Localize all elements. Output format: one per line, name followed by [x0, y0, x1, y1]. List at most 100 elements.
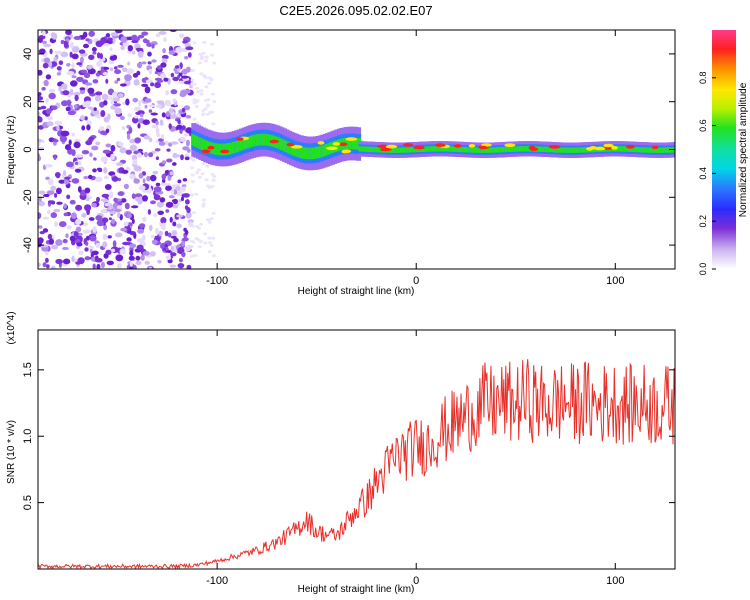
heatmap-cell	[95, 72, 101, 77]
heatmap-cell	[163, 37, 167, 43]
heatmap-cell	[51, 32, 58, 40]
heatmap-cell	[117, 93, 124, 98]
heatmap-cell	[209, 244, 214, 247]
heatmap-cell	[80, 69, 88, 74]
heatmap-cell	[162, 48, 166, 54]
heatmap-cell	[183, 133, 189, 137]
heatmap-cell	[162, 160, 167, 165]
heatmap-cell	[113, 197, 118, 203]
heatmap-cell	[56, 66, 62, 71]
heatmap-cell	[184, 56, 189, 60]
heatmap-cell	[44, 250, 49, 256]
heatmap-cell	[184, 156, 190, 161]
heatmap-cell	[138, 223, 146, 229]
heatmap-cell	[151, 59, 157, 63]
heatmap-cell	[201, 204, 206, 208]
heatmap-cell	[157, 259, 162, 264]
heatmap-cell	[161, 58, 168, 64]
heatmap-cell	[181, 184, 187, 188]
heatmap-cell	[200, 172, 205, 176]
heatmap-cell	[86, 192, 90, 198]
heatmap-cell	[210, 173, 215, 177]
heatmap-cell	[191, 240, 196, 244]
heatmap-cell	[132, 73, 139, 78]
heatmap-cell	[131, 205, 139, 209]
heatmap-cell	[168, 50, 175, 55]
heatmap-cell	[192, 41, 197, 45]
heatmap-cell	[106, 260, 115, 266]
heatmap-cell	[123, 183, 129, 190]
heatmap-cell	[152, 170, 159, 175]
heatmap-cell	[84, 247, 89, 252]
heatmap-cell	[81, 150, 90, 155]
heatmap-cell	[149, 251, 156, 257]
heatmap-cell	[205, 103, 210, 107]
heatmap-cell	[190, 180, 195, 184]
heatmap-cell	[122, 67, 128, 73]
heatmap-cell	[209, 42, 214, 46]
heatmap-cell	[63, 203, 67, 209]
y-tick-label: 0	[22, 146, 34, 152]
heatmap-cell	[141, 83, 149, 87]
heatmap-cell	[207, 220, 212, 224]
heatmap-cell	[377, 144, 390, 149]
heatmap-cell	[182, 40, 188, 44]
heatmap-cell	[105, 33, 111, 38]
heatmap-cell	[74, 94, 79, 102]
heatmap-cell	[166, 158, 173, 163]
heatmap-cell	[47, 116, 53, 121]
heatmap-cell	[198, 52, 203, 56]
heatmap-cell	[172, 198, 178, 205]
heatmap-cell	[119, 115, 125, 121]
heatmap-cell	[88, 30, 95, 37]
heatmap-cell	[210, 92, 215, 96]
heatmap-cell	[164, 101, 172, 106]
heatmap-cell	[116, 211, 121, 218]
heatmap-cell	[183, 105, 191, 111]
heatmap-cell	[71, 132, 75, 137]
heatmap-cell	[88, 136, 95, 141]
heatmap-cell	[38, 116, 43, 123]
heatmap-cell	[164, 140, 170, 146]
heatmap-cell	[144, 86, 151, 94]
heatmap-cell	[190, 69, 195, 73]
heatmap-cell	[107, 37, 113, 42]
heatmap-cell	[103, 43, 110, 47]
heatmap-cell	[342, 149, 352, 154]
heatmap-cell	[144, 260, 150, 265]
heatmap-cell	[183, 227, 187, 232]
heatmap-cell	[135, 111, 142, 116]
heatmap-cell	[138, 185, 146, 191]
heatmap-cell	[120, 45, 125, 51]
heatmap-cell	[176, 124, 183, 130]
heatmap-cell	[131, 193, 136, 200]
heatmap-cell	[107, 235, 112, 239]
heatmap-cell	[78, 250, 84, 255]
heatmap-cell	[172, 162, 177, 166]
heatmap-cell	[148, 104, 156, 108]
heatmap-cell	[183, 80, 192, 85]
heatmap-cell	[189, 84, 193, 89]
heatmap-cell	[151, 239, 158, 245]
heatmap-cell	[191, 158, 196, 162]
heatmap-cell	[84, 187, 91, 194]
heatmap-cell	[126, 213, 132, 219]
heatmap-cell	[207, 250, 212, 254]
heatmap-cell	[151, 125, 159, 129]
heatmap-cell	[43, 44, 52, 48]
heatmap-cell	[65, 233, 69, 238]
heatmap-cell	[162, 222, 166, 229]
heatmap-cell	[92, 79, 99, 84]
heatmap-cell	[100, 261, 105, 269]
heatmap-cell	[173, 237, 179, 243]
heatmap-cell	[50, 212, 57, 219]
heatmap-cell	[163, 77, 169, 82]
heatmap-cell	[91, 145, 99, 151]
heatmap-cell	[178, 258, 183, 263]
colorbar-tick-label: 0.6	[698, 119, 708, 132]
heatmap-cell	[594, 146, 606, 151]
heatmap-cell	[197, 168, 201, 172]
heatmap-cell	[109, 55, 117, 61]
heatmap-cell	[172, 204, 179, 209]
heatmap-cell	[158, 230, 163, 237]
